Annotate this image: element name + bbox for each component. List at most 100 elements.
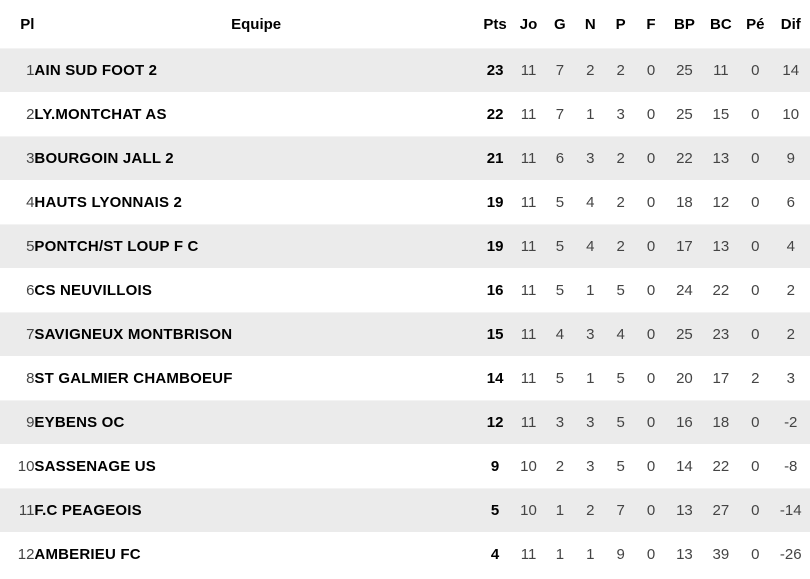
cell-dif: 9 [771, 136, 810, 180]
cell-g: 7 [544, 48, 576, 92]
cell-dif: 6 [771, 180, 810, 224]
cell-bp: 25 [666, 48, 703, 92]
cell-jo: 11 [512, 532, 545, 576]
cell-bp: 22 [666, 136, 703, 180]
cell-pe: 0 [739, 92, 772, 136]
cell-p: 4 [605, 312, 636, 356]
cell-points: 21 [477, 136, 513, 180]
table-row[interactable]: 9 EYBENS OC 12 11 3 3 5 0 16 18 0 -2 [0, 400, 810, 444]
cell-position: 6 [0, 268, 35, 312]
table-row[interactable]: 2 LY.MONTCHAT AS 22 11 7 1 3 0 25 15 0 10 [0, 92, 810, 136]
column-header-pl[interactable]: Pl [0, 0, 35, 48]
cell-team-name: ST GALMIER CHAMBOEUF [34, 356, 478, 400]
cell-bc: 13 [702, 224, 740, 268]
cell-n: 1 [575, 356, 606, 400]
table-row[interactable]: 4 HAUTS LYONNAIS 2 19 11 5 4 2 0 18 12 0 6 [0, 180, 810, 224]
cell-p: 5 [605, 444, 636, 488]
cell-bc: 39 [702, 532, 740, 576]
cell-bp: 13 [666, 532, 703, 576]
column-header-equipe[interactable]: Equipe [34, 0, 478, 48]
cell-team-name: LY.MONTCHAT AS [34, 92, 478, 136]
cell-points: 19 [477, 224, 513, 268]
cell-points: 16 [477, 268, 513, 312]
cell-position: 5 [0, 224, 35, 268]
cell-jo: 11 [512, 92, 545, 136]
cell-dif: 2 [771, 268, 810, 312]
cell-p: 5 [605, 356, 636, 400]
cell-position: 8 [0, 356, 35, 400]
cell-bc: 27 [702, 488, 740, 532]
cell-g: 5 [544, 268, 576, 312]
column-header-pe[interactable]: Pé [739, 0, 772, 48]
cell-n: 4 [575, 224, 606, 268]
cell-g: 1 [544, 532, 576, 576]
column-header-bp[interactable]: BP [666, 0, 703, 48]
column-header-p[interactable]: P [605, 0, 636, 48]
cell-points: 14 [477, 356, 513, 400]
table-row[interactable]: 11 F.C PEAGEOIS 5 10 1 2 7 0 13 27 0 -14 [0, 488, 810, 532]
cell-jo: 11 [512, 268, 545, 312]
cell-points: 15 [477, 312, 513, 356]
cell-team-name: PONTCH/ST LOUP F C [34, 224, 478, 268]
cell-f: 0 [635, 400, 667, 444]
cell-team-name: CS NEUVILLOIS [34, 268, 478, 312]
cell-dif: 3 [771, 356, 810, 400]
column-header-dif[interactable]: Dif [771, 0, 810, 48]
table-row[interactable]: 12 AMBERIEU FC 4 11 1 1 9 0 13 39 0 -26 [0, 532, 810, 576]
cell-position: 4 [0, 180, 35, 224]
cell-jo: 11 [512, 136, 545, 180]
table-row[interactable]: 3 BOURGOIN JALL 2 21 11 6 3 2 0 22 13 0 9 [0, 136, 810, 180]
table-row[interactable]: 6 CS NEUVILLOIS 16 11 5 1 5 0 24 22 0 2 [0, 268, 810, 312]
cell-f: 0 [635, 356, 667, 400]
cell-position: 9 [0, 400, 35, 444]
cell-f: 0 [635, 92, 667, 136]
cell-g: 4 [544, 312, 576, 356]
cell-points: 22 [477, 92, 513, 136]
cell-points: 5 [477, 488, 513, 532]
cell-g: 5 [544, 224, 576, 268]
cell-position: 10 [0, 444, 35, 488]
table-body: 1 AIN SUD FOOT 2 23 11 7 2 2 0 25 11 0 14 2 LY.MONTCH… [0, 48, 810, 576]
cell-p: 2 [605, 136, 636, 180]
column-header-jo[interactable]: Jo [512, 0, 545, 48]
cell-points: 4 [477, 532, 513, 576]
cell-f: 0 [635, 488, 667, 532]
cell-dif: -2 [771, 400, 810, 444]
table-row[interactable]: 5 PONTCH/ST LOUP F C 19 11 5 4 2 0 17 13 0 4 [0, 224, 810, 268]
cell-pe: 0 [739, 488, 772, 532]
cell-p: 3 [605, 92, 636, 136]
column-header-pts[interactable]: Pts [477, 0, 513, 48]
cell-n: 4 [575, 180, 606, 224]
cell-n: 3 [575, 444, 606, 488]
cell-g: 5 [544, 356, 576, 400]
cell-position: 12 [0, 532, 35, 576]
cell-dif: 10 [771, 92, 810, 136]
cell-g: 1 [544, 488, 576, 532]
cell-pe: 0 [739, 224, 772, 268]
table-row[interactable]: 7 SAVIGNEUX MONTBRISON 15 11 4 3 4 0 25 23 0 2 [0, 312, 810, 356]
table-row[interactable]: 10 SASSENAGE US 9 10 2 3 5 0 14 22 0 -8 [0, 444, 810, 488]
cell-p: 9 [605, 532, 636, 576]
column-header-g[interactable]: G [544, 0, 576, 48]
cell-bc: 15 [702, 92, 740, 136]
cell-team-name: BOURGOIN JALL 2 [34, 136, 478, 180]
cell-g: 7 [544, 92, 576, 136]
cell-jo: 10 [512, 488, 545, 532]
column-header-n[interactable]: N [575, 0, 606, 48]
table-row[interactable]: 1 AIN SUD FOOT 2 23 11 7 2 2 0 25 11 0 14 [0, 48, 810, 92]
cell-g: 3 [544, 400, 576, 444]
cell-jo: 10 [512, 444, 545, 488]
cell-p: 2 [605, 224, 636, 268]
cell-f: 0 [635, 444, 667, 488]
cell-pe: 2 [739, 356, 772, 400]
cell-points: 9 [477, 444, 513, 488]
cell-points: 19 [477, 180, 513, 224]
cell-jo: 11 [512, 400, 545, 444]
column-header-bc[interactable]: BC [702, 0, 740, 48]
cell-g: 5 [544, 180, 576, 224]
column-header-f[interactable]: F [635, 0, 667, 48]
cell-bc: 22 [702, 444, 740, 488]
table-row[interactable]: 8 ST GALMIER CHAMBOEUF 14 11 5 1 5 0 20 17 2 3 [0, 356, 810, 400]
cell-dif: 14 [771, 48, 810, 92]
